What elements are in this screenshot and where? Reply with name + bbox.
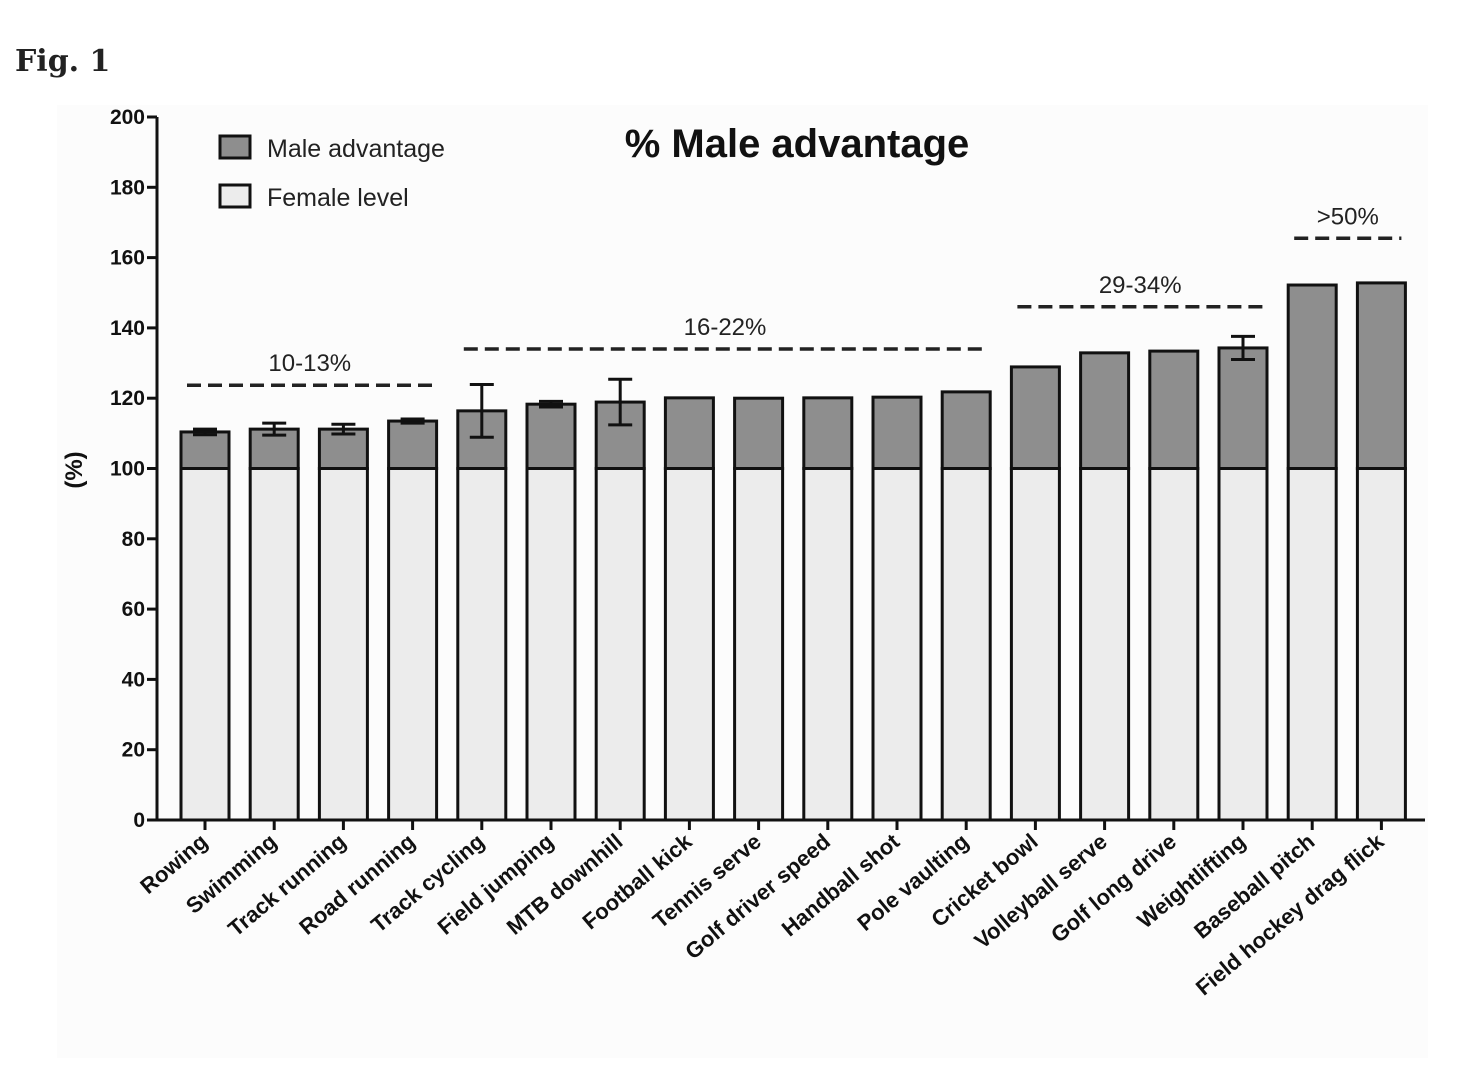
x-tick-label: Road running xyxy=(294,829,420,940)
bar-male-advantage xyxy=(1148,349,1200,470)
group-range-label: 29-34% xyxy=(1099,272,1182,299)
y-tick-label: 120 xyxy=(110,387,145,410)
y-tick-label: 200 xyxy=(110,106,145,129)
bar-female-level xyxy=(387,467,439,822)
chart-title: % Male advantage xyxy=(625,122,970,166)
bar-male-advantage xyxy=(525,402,577,471)
group-range-label: 16-22% xyxy=(684,314,767,341)
bar-male-advantage xyxy=(802,396,854,471)
bar-male-advantage xyxy=(663,396,715,471)
bar-female-level xyxy=(1079,467,1131,822)
bar-male-advantage xyxy=(179,430,231,470)
figure-label: Fig. 1 xyxy=(15,44,111,79)
bar-female-level xyxy=(1286,467,1338,822)
y-tick-label: 160 xyxy=(110,247,145,270)
x-tick-label: Baseball pitch xyxy=(1189,829,1319,944)
legend-swatch-female xyxy=(218,183,252,209)
bar-female-level xyxy=(802,467,854,822)
bar-male-advantage xyxy=(1286,283,1338,470)
bar-male-advantage xyxy=(1009,365,1061,471)
y-tick-label: 80 xyxy=(122,528,145,551)
bar-female-level xyxy=(317,467,369,822)
x-tick-label: Track running xyxy=(223,829,351,942)
bar-male-advantage xyxy=(387,419,439,470)
y-tick-label: 40 xyxy=(122,668,145,691)
x-tick-label: Golf long drive xyxy=(1046,829,1181,948)
bar-female-level xyxy=(594,467,646,822)
y-tick-label: 100 xyxy=(110,458,145,481)
x-tick-label: MTB downhill xyxy=(502,829,628,940)
legend: Male advantage Female level xyxy=(218,134,445,212)
bar-female-level xyxy=(663,467,715,822)
y-tick-label: 60 xyxy=(122,598,145,621)
y-tick-label: 20 xyxy=(122,739,145,762)
y-axis-label: (%) xyxy=(61,451,88,488)
bar-female-level xyxy=(733,467,785,822)
bar-female-level xyxy=(1148,467,1200,822)
bar-female-level xyxy=(1009,467,1061,822)
legend-swatch-male xyxy=(218,134,252,160)
bar-female-level xyxy=(871,467,923,822)
legend-label-male: Male advantage xyxy=(267,135,445,163)
legend-label-female: Female level xyxy=(267,184,409,212)
bar-female-level xyxy=(525,467,577,822)
bar-male-advantage xyxy=(940,390,992,470)
bar-female-level xyxy=(940,467,992,822)
x-tick-label: Handball shot xyxy=(777,828,905,941)
bar-female-level xyxy=(456,467,508,822)
y-tick-label: 140 xyxy=(110,317,145,340)
y-tick-label: 180 xyxy=(110,176,145,199)
x-tick-label: Field jumping xyxy=(433,829,559,940)
bar-female-level xyxy=(1355,467,1407,822)
group-range-label: 10-13% xyxy=(268,350,351,377)
bar-female-level xyxy=(179,467,231,822)
bar-male-advantage xyxy=(1217,346,1269,470)
bar-male-advantage xyxy=(1355,281,1407,470)
y-tick-label: 0 xyxy=(133,809,145,832)
bar-male-advantage xyxy=(871,395,923,471)
group-range-label: >50% xyxy=(1317,203,1379,230)
bar-female-level xyxy=(1217,467,1269,822)
bar-female-level xyxy=(248,467,300,822)
bar-male-advantage xyxy=(733,396,785,471)
bar-male-advantage xyxy=(1079,351,1131,471)
